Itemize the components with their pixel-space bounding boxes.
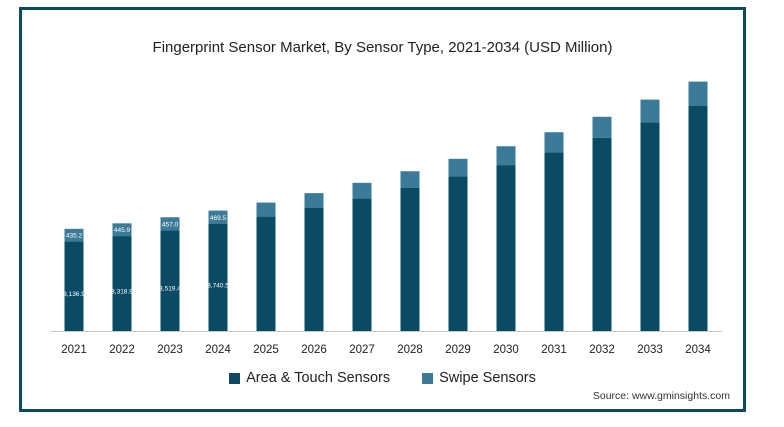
bar-swipe-2025 [256, 202, 276, 217]
bar-area-touch-2034 [688, 105, 708, 331]
x-tick-label-2031: 2031 [541, 344, 567, 356]
bar-swipe-2033 [640, 99, 660, 123]
bar-area-touch-2032 [592, 137, 612, 331]
source-note: Source: www.gminsights.com [592, 390, 730, 402]
data-label-swipe-2021: 435.2 [66, 233, 83, 240]
bar-swipe-2029 [448, 158, 468, 177]
bar-area-touch-2022 [112, 236, 132, 331]
legend-swatch-area-touch [229, 372, 241, 384]
bar-chart: 3,136.9 435.2 2021 3,318.9 445.9 2022 3,519.4 4… [50, 81, 722, 356]
legend-item-area-touch: Area & Touch Sensors [229, 370, 390, 386]
x-tick-label-2033: 2033 [637, 344, 663, 356]
legend-label-swipe: Swipe Sensors [439, 370, 536, 386]
data-label-area-touch-2021: 3,136.9 [63, 291, 85, 298]
bar-swipe-2032 [592, 116, 612, 138]
chart-title: Fingerprint Sensor Market, By Sensor Typ… [152, 39, 613, 56]
data-label-area-touch-2024: 3,740.5 [207, 283, 229, 290]
bar-area-touch-2033 [640, 122, 660, 331]
data-label-area-touch-2022: 3,318.9 [111, 289, 133, 296]
bar-area-touch-2023 [160, 230, 180, 331]
bar-swipe-2027 [352, 182, 372, 199]
x-tick-label-2021: 2021 [61, 344, 87, 356]
legend-label-area-touch: Area & Touch Sensors [246, 370, 391, 386]
bar-swipe-2024 [208, 210, 228, 225]
bar-swipe-2034 [688, 81, 708, 106]
bar-swipe-2031 [544, 132, 564, 153]
bar-swipe-2030 [496, 146, 516, 166]
x-tick-label-2034: 2034 [685, 344, 711, 356]
bar-area-touch-2029 [448, 176, 468, 331]
bar-area-touch-2025 [256, 216, 276, 331]
bar-area-touch-2030 [496, 165, 516, 331]
bar-swipe-2026 [304, 193, 324, 209]
x-tick-label-2027: 2027 [349, 344, 375, 356]
bar-area-touch-2028 [400, 187, 420, 331]
x-tick-label-2022: 2022 [109, 344, 135, 356]
bar-swipe-2023 [160, 217, 180, 231]
x-tick-label-2023: 2023 [157, 344, 183, 356]
bar-swipe-2022 [112, 223, 132, 237]
legend: Area & Touch Sensors Swipe Sensors [22, 370, 743, 386]
legend-swatch-swipe [422, 372, 434, 384]
legend-item-swipe: Swipe Sensors [422, 370, 536, 386]
bar-swipe-2021 [64, 228, 84, 242]
bar-area-touch-2031 [544, 152, 564, 331]
bar-area-touch-2021 [64, 241, 84, 331]
x-tick-label-2030: 2030 [493, 344, 519, 356]
x-tick-label-2029: 2029 [445, 344, 471, 356]
data-label-swipe-2022: 445.9 [114, 227, 131, 234]
x-tick-label-2024: 2024 [205, 344, 231, 356]
x-tick-label-2025: 2025 [253, 344, 279, 356]
x-tick-label-2032: 2032 [589, 344, 615, 356]
bar-area-touch-2027 [352, 198, 372, 331]
chart-frame: Fingerprint Sensor Market, By Sensor Typ… [19, 7, 746, 412]
bar-swipe-2028 [400, 171, 420, 188]
data-label-swipe-2023: 457.0 [162, 221, 179, 228]
bar-area-touch-2026 [304, 208, 324, 331]
bar-area-touch-2024 [208, 224, 228, 331]
data-label-area-touch-2023: 3,519.4 [159, 286, 181, 293]
x-tick-label-2026: 2026 [301, 344, 327, 356]
data-label-swipe-2024: 469.5 [210, 215, 227, 222]
x-tick-label-2028: 2028 [397, 344, 423, 356]
